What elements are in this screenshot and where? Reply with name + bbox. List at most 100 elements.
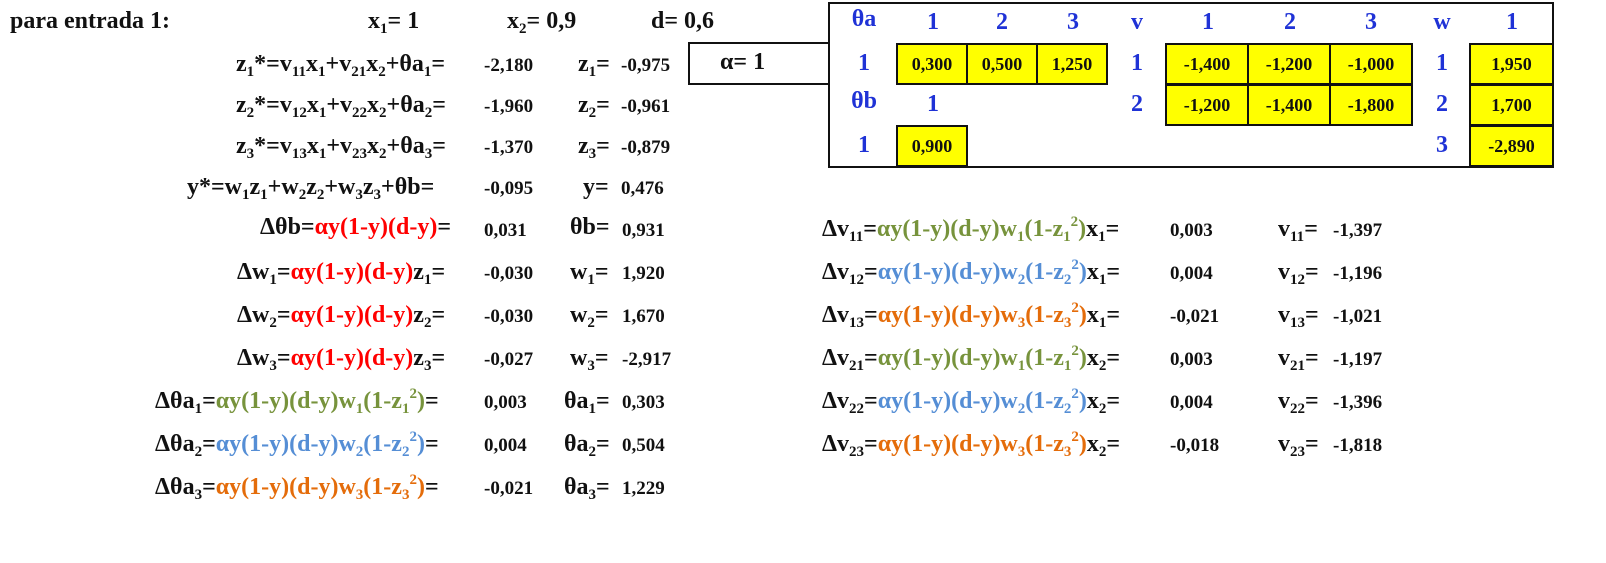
z1-label: z1= <box>578 51 610 80</box>
z3-star-value: -1,370 <box>484 137 534 158</box>
d-theta-a2-formula: Δθa2=αy(1-y)(d-y)w2(1-z22)= <box>155 429 439 460</box>
theta-a-row1-index: 1 <box>858 50 870 76</box>
theta-a2-value: 0,504 <box>622 435 665 456</box>
d-v23-formula: Δv23=αy(1-y)(d-y)w3(1-z32)x2= <box>822 429 1121 460</box>
theta-a1-value: 0,303 <box>622 392 665 413</box>
d-theta-a3-formula: Δθa3=αy(1-y)(d-y)w3(1-z32)= <box>155 472 439 503</box>
theta-b-header: θb <box>851 88 877 114</box>
v21-value: -1,197 <box>1333 349 1383 370</box>
d-v13-formula: Δv13=αy(1-y)(d-y)w3(1-z32)x1= <box>822 300 1121 331</box>
d-v22-value: 0,004 <box>1170 392 1213 413</box>
theta-a-col3-header: 3 <box>1067 9 1079 35</box>
z1-value: -0,975 <box>621 55 671 76</box>
w-row2-index: 2 <box>1436 91 1448 117</box>
x2-value: 0,9 <box>546 8 577 34</box>
d-target: d= 0,6 <box>651 6 714 36</box>
theta-b-value: 0,931 <box>622 220 665 241</box>
v11-cell: -1,400 <box>1165 43 1249 85</box>
x1-input-label: x1= 1 <box>368 8 420 37</box>
theta-b-label: θb= <box>570 214 610 240</box>
d-label: d= <box>651 8 679 34</box>
d-w3-formula: Δw3=αy(1-y)(d-y)z3= <box>237 345 446 374</box>
d-theta-a3-value: -0,021 <box>484 478 534 499</box>
d-w2-formula: Δw2=αy(1-y)(d-y)z2= <box>237 302 446 331</box>
w-header: w <box>1433 9 1451 35</box>
z3-star-formula: z3*=v13x1+v23x2+θa3= <box>236 133 446 162</box>
v23-cell: -1,800 <box>1329 84 1413 126</box>
z2-star-formula: z2*=v12x1+v22x2+θa2= <box>236 92 446 121</box>
v13-cell: -1,000 <box>1329 43 1413 85</box>
v11-label: v11= <box>1278 216 1318 245</box>
v-header: v <box>1131 9 1143 35</box>
w-col1-header: 1 <box>1506 9 1518 35</box>
theta-a1-cell: 0,300 <box>896 43 968 85</box>
w3-value: -2,917 <box>622 349 672 370</box>
page-title: para entrada 1: <box>10 8 170 34</box>
v-row1-index: 1 <box>1131 50 1143 76</box>
v13-label: v13= <box>1278 302 1319 331</box>
theta-a2-cell: 0,500 <box>966 43 1038 85</box>
d-theta-a2-value: 0,004 <box>484 435 527 456</box>
w-row1-index: 1 <box>1436 50 1448 76</box>
d-v12-formula: Δv12=αy(1-y)(d-y)w2(1-z22)x1= <box>822 257 1121 288</box>
d-v21-value: 0,003 <box>1170 349 1213 370</box>
z3-value: -0,879 <box>621 137 671 158</box>
theta-a-header: θa <box>851 6 877 32</box>
v22-cell: -1,400 <box>1247 84 1331 126</box>
v11-value: -1,397 <box>1333 220 1383 241</box>
x2-input-label: x2= 0,9 <box>507 8 577 37</box>
z1-star-value: -2,180 <box>484 55 534 76</box>
d-v12-value: 0,004 <box>1170 263 1213 284</box>
y-value: 0,476 <box>621 178 664 199</box>
d-v22-formula: Δv22=αy(1-y)(d-y)w2(1-z22)x2= <box>822 386 1121 417</box>
d-theta-b-value: 0,031 <box>484 220 527 241</box>
d-v11-formula: Δv11=αy(1-y)(d-y)w1(1-z12)x1= <box>822 214 1120 245</box>
theta-a1-label: θa1= <box>564 388 610 417</box>
x1-value: 1 <box>407 8 420 34</box>
v-row2-index: 2 <box>1131 91 1143 117</box>
v13-value: -1,021 <box>1333 306 1383 327</box>
alpha-label: α= 1 <box>720 49 766 75</box>
d-w3-value: -0,027 <box>484 349 534 370</box>
w2-value: 1,670 <box>622 306 665 327</box>
w1-label: w1= <box>570 259 609 288</box>
w1-cell: 1,950 <box>1469 43 1554 85</box>
d-w2-value: -0,030 <box>484 306 534 327</box>
w3-label: w3= <box>570 345 609 374</box>
d-value: 0,6 <box>684 8 715 34</box>
v21-cell: -1,200 <box>1165 84 1249 126</box>
v12-label: v12= <box>1278 259 1319 288</box>
z2-label: z2= <box>578 92 610 121</box>
d-w1-formula: Δw1=αy(1-y)(d-y)z1= <box>237 259 446 288</box>
theta-b-cell: 0,900 <box>896 125 968 167</box>
v-col2-header: 2 <box>1284 9 1296 35</box>
v22-value: -1,396 <box>1333 392 1383 413</box>
z2-star-value: -1,960 <box>484 96 534 117</box>
v-col1-header: 1 <box>1202 9 1214 35</box>
theta-b-col1-header: 1 <box>927 91 939 117</box>
d-v11-value: 0,003 <box>1170 220 1213 241</box>
w1-value: 1,920 <box>622 263 665 284</box>
y-star-value: -0,095 <box>484 178 534 199</box>
theta-a2-label: θa2= <box>564 431 610 460</box>
theta-a-col2-header: 2 <box>996 9 1008 35</box>
w3-cell: -2,890 <box>1469 125 1554 167</box>
theta-a3-value: 1,229 <box>622 478 665 499</box>
alpha-value: 1 <box>753 49 766 75</box>
z3-label: z3= <box>578 133 610 162</box>
theta-a-col1-header: 1 <box>927 9 939 35</box>
v12-value: -1,196 <box>1333 263 1383 284</box>
d-v23-value: -0,018 <box>1170 435 1220 456</box>
v21-label: v21= <box>1278 345 1319 374</box>
d-theta-b-formula: Δθb=αy(1-y)(d-y)= <box>260 214 451 240</box>
y-label: y= <box>583 174 609 200</box>
w-row3-index: 3 <box>1436 132 1448 158</box>
d-theta-a1-value: 0,003 <box>484 392 527 413</box>
theta-a3-label: θa3= <box>564 474 610 503</box>
z1-star-formula: z1*=v11x1+v21x2+θa1= <box>236 51 446 80</box>
d-w1-value: -0,030 <box>484 263 534 284</box>
v22-label: v22= <box>1278 388 1319 417</box>
d-theta-a1-formula: Δθa1=αy(1-y)(d-y)w1(1-z12)= <box>155 386 439 417</box>
w2-label: w2= <box>570 302 609 331</box>
v12-cell: -1,200 <box>1247 43 1331 85</box>
